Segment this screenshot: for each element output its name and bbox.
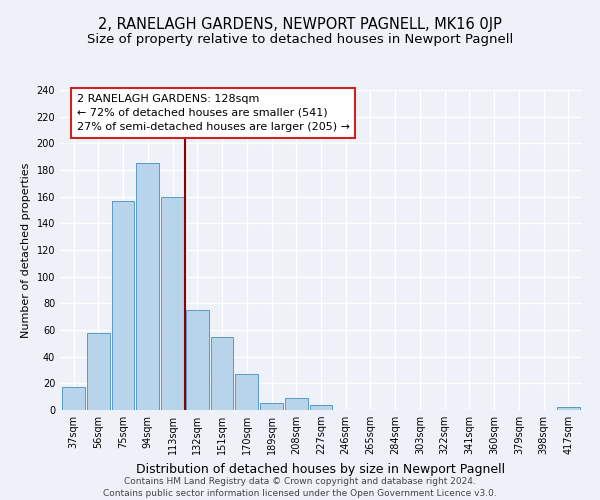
- Text: Size of property relative to detached houses in Newport Pagnell: Size of property relative to detached ho…: [87, 32, 513, 46]
- Y-axis label: Number of detached properties: Number of detached properties: [21, 162, 31, 338]
- Text: 2 RANELAGH GARDENS: 128sqm
← 72% of detached houses are smaller (541)
27% of sem: 2 RANELAGH GARDENS: 128sqm ← 72% of deta…: [77, 94, 350, 132]
- Bar: [557, 408, 580, 410]
- X-axis label: Distribution of detached houses by size in Newport Pagnell: Distribution of detached houses by size …: [136, 462, 506, 475]
- Bar: [87, 332, 110, 410]
- Text: 2, RANELAGH GARDENS, NEWPORT PAGNELL, MK16 0JP: 2, RANELAGH GARDENS, NEWPORT PAGNELL, MK…: [98, 18, 502, 32]
- Bar: [260, 404, 283, 410]
- Bar: [235, 374, 258, 410]
- Bar: [136, 164, 159, 410]
- Bar: [211, 336, 233, 410]
- Bar: [161, 196, 184, 410]
- Bar: [285, 398, 308, 410]
- Bar: [186, 310, 209, 410]
- Bar: [62, 388, 85, 410]
- Text: Contains HM Land Registry data © Crown copyright and database right 2024.
Contai: Contains HM Land Registry data © Crown c…: [103, 476, 497, 498]
- Bar: [310, 404, 332, 410]
- Bar: [112, 200, 134, 410]
